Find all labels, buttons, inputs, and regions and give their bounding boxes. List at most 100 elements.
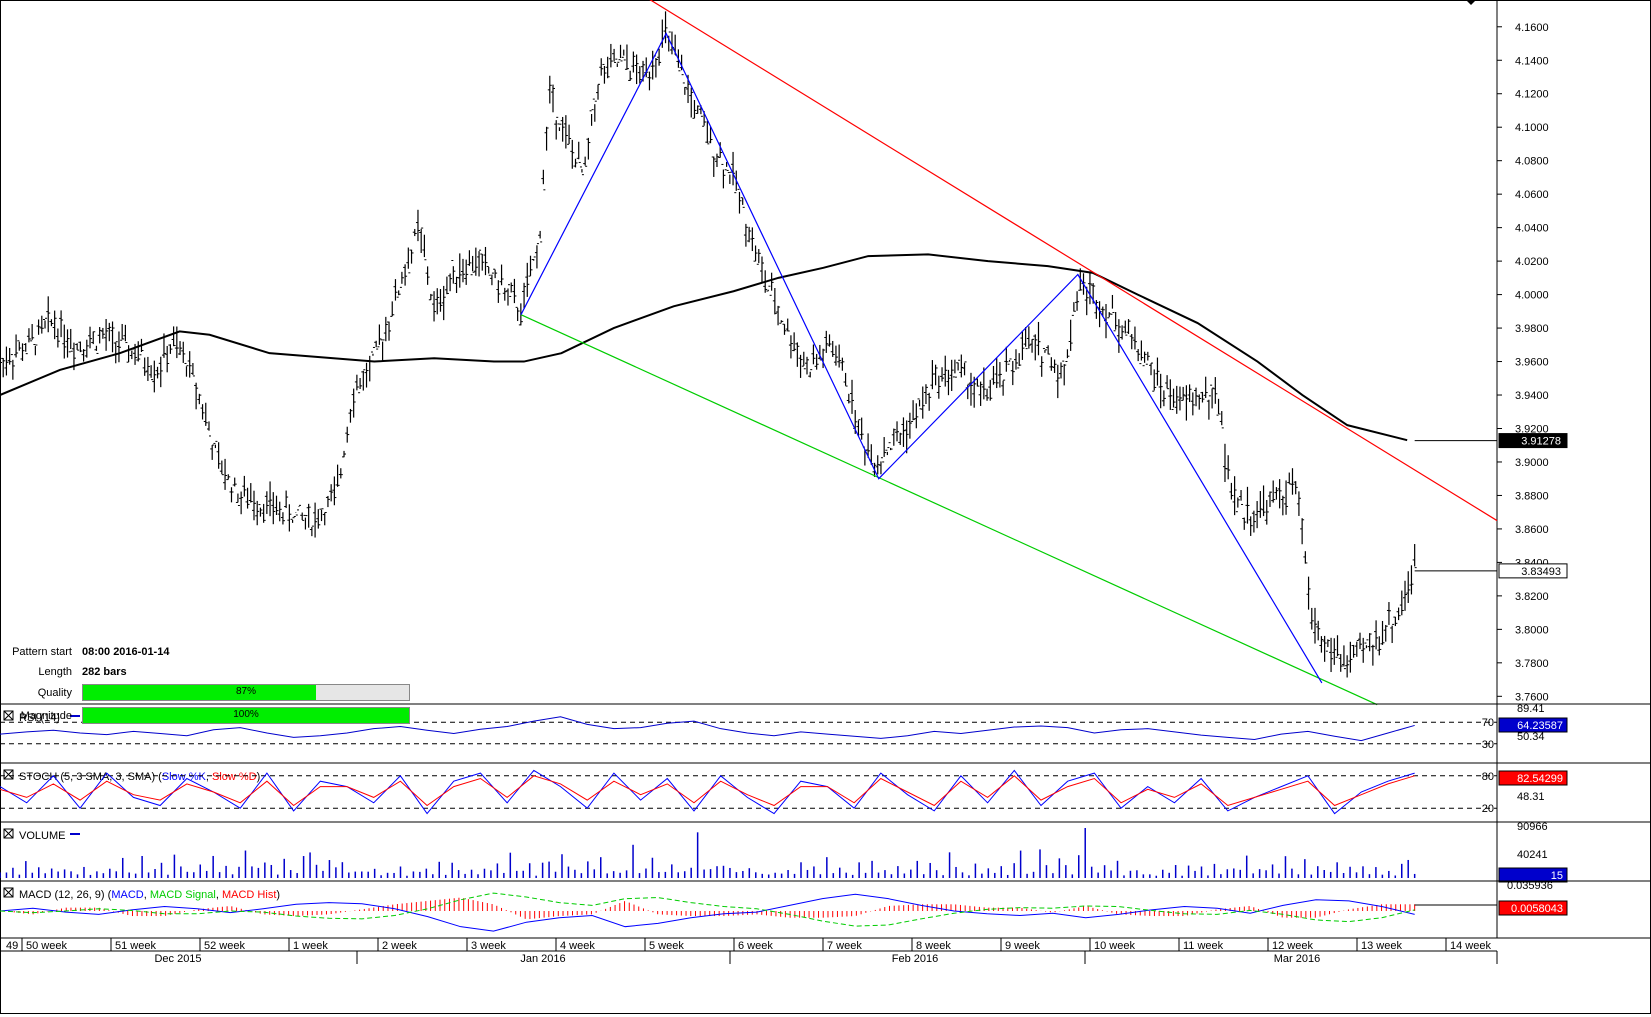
stoch-level-20-label: 20 [1482, 803, 1494, 815]
month-tick-label: Dec 2015 [154, 953, 201, 965]
pattern-start-value: 08:00 2016-01-14 [82, 646, 170, 658]
stoch-checkbox-cross [3, 769, 14, 780]
macd-title: MACD (12, 26, 9) (MACD, MACD Signal, MAC… [19, 889, 280, 901]
y-tick-label: 4.0800 [1515, 156, 1549, 168]
week-tick-label: 3 week [471, 940, 506, 952]
stoch-title-part: , [206, 771, 212, 783]
week-tick-label: 9 week [1005, 940, 1040, 952]
week-tick-label: 13 week [1361, 940, 1402, 952]
week-tick-label: 50 week [26, 940, 67, 952]
stoch-title-part: Slow %D [212, 771, 257, 783]
macd-scale-high: 0.035936 [1507, 880, 1553, 892]
week-tick-label: 8 week [916, 940, 951, 952]
rsi-scale-mid: 50.34 [1517, 731, 1545, 743]
macd-value-tag-label: 0.0058043 [1511, 903, 1563, 915]
rsi-value-tag-box [1498, 717, 1568, 733]
week-tick-label: 14 week [1450, 940, 1491, 952]
y-tick-label: 4.0000 [1515, 290, 1549, 302]
stoch-value-tag-label: 82.54299 [1517, 773, 1563, 785]
stoch-k-line [0, 769, 1415, 815]
last-price-tag-box [1498, 563, 1568, 579]
week-tick-label: 10 week [1094, 940, 1135, 952]
y-tick-label: 3.8200 [1515, 591, 1549, 603]
stoch-scale-mid: 48.31 [1517, 791, 1545, 803]
y-tick-label: 3.8000 [1515, 624, 1549, 636]
week-tick-label: 11 week [1183, 940, 1224, 952]
ma-price-tag-box [1498, 433, 1568, 449]
macd-title-part: MACD Hist [222, 889, 276, 901]
resistance-line [649, 0, 1498, 522]
quality-percent: 87% [235, 686, 256, 697]
length-value: 282 bars [82, 666, 127, 678]
volume-value-tag-box [1498, 867, 1568, 883]
stoch-title-part: STOCH (5, 3 SMA, 3, SMA) ( [19, 771, 162, 783]
quality-label: Quality [37, 687, 72, 699]
rsi-checkbox-cross [3, 710, 14, 721]
week-tick-label: 5 week [649, 940, 684, 952]
y-tick-label: 3.7800 [1515, 658, 1549, 670]
y-tick-label: 3.8800 [1515, 490, 1549, 502]
stoch-level-80-label: 80 [1482, 771, 1494, 783]
macd-checkbox-cross [3, 887, 14, 898]
week-tick-label: 49 [6, 940, 18, 952]
macd-title-part: MACD [111, 889, 143, 901]
magnitude-bar-fill [83, 708, 409, 723]
macd-signal-line [0, 892, 1415, 927]
rsi-value-tag-label: 64.23587 [1517, 720, 1563, 732]
length-label: Length [38, 666, 72, 678]
volume-scale-mid: 40241 [1517, 849, 1548, 861]
ma-price-tag-label: 3.91278 [1521, 436, 1561, 448]
stoch-value-tag-box [1498, 770, 1568, 786]
macd-value-tag-box [1498, 900, 1568, 916]
support-line [520, 314, 1378, 706]
zigzag-line [520, 32, 1323, 684]
week-tick-label: 51 week [115, 940, 156, 952]
stoch-title-part: Slow %K [162, 771, 207, 783]
rsi-title: RSI (14) [19, 712, 60, 724]
macd-title-part: MACD Signal [150, 889, 216, 901]
magnitude-bar: 100% [82, 707, 410, 724]
y-tick-label: 3.9400 [1515, 390, 1549, 402]
volume-scale-high: 90966 [1517, 821, 1548, 833]
week-tick-label: 1 week [293, 940, 328, 952]
rsi-level-30-label: 30 [1482, 739, 1494, 751]
y-tick-label: 3.9000 [1515, 457, 1549, 469]
week-tick-label: 6 week [738, 940, 773, 952]
y-tick-label: 3.8600 [1515, 524, 1549, 536]
stoch-d-line [0, 775, 1415, 807]
y-tick-label: 4.0400 [1515, 223, 1549, 235]
quality-bar-fill [83, 685, 316, 700]
macd-title-part: , [216, 889, 222, 901]
month-tick-label: Jan 2016 [520, 953, 565, 965]
moving-average-line [0, 253, 1408, 442]
macd-line [0, 893, 1415, 932]
week-tick-label: 4 week [560, 940, 595, 952]
month-tick-label: Mar 2016 [1274, 953, 1320, 965]
volume-title: VOLUME [19, 830, 65, 842]
macd-title-part: ) [276, 889, 280, 901]
last-price-tag-label: 3.83493 [1521, 566, 1561, 578]
y-tick-label: 3.9800 [1515, 323, 1549, 335]
magnitude-label: Magnitude [20, 710, 72, 722]
pattern-start-label: Pattern start [12, 646, 72, 658]
y-tick-label: 3.7600 [1515, 691, 1549, 703]
y-tick-label: 4.0600 [1515, 189, 1549, 201]
week-tick-label: 52 week [204, 940, 245, 952]
week-tick-label: 12 week [1272, 940, 1313, 952]
y-tick-label: 3.9600 [1515, 357, 1549, 369]
y-tick-label: 4.0200 [1515, 256, 1549, 268]
magnitude-percent: 100% [233, 709, 259, 720]
y-tick-label: 4.1600 [1515, 22, 1549, 34]
rsi-scale-high: 89.41 [1517, 703, 1545, 715]
y-tick-label: 4.1200 [1515, 89, 1549, 101]
rsi-level-70-label: 70 [1482, 717, 1494, 729]
week-tick-label: 7 week [827, 940, 862, 952]
macd-title-part: , [144, 889, 150, 901]
quality-bar: 87% [82, 684, 410, 701]
volume-checkbox-cross [3, 828, 14, 839]
volume-value-tag-label: 15 [1551, 870, 1563, 882]
y-tick-label: 3.9200 [1515, 423, 1549, 435]
scroll-marker-icon [1466, 0, 1476, 5]
